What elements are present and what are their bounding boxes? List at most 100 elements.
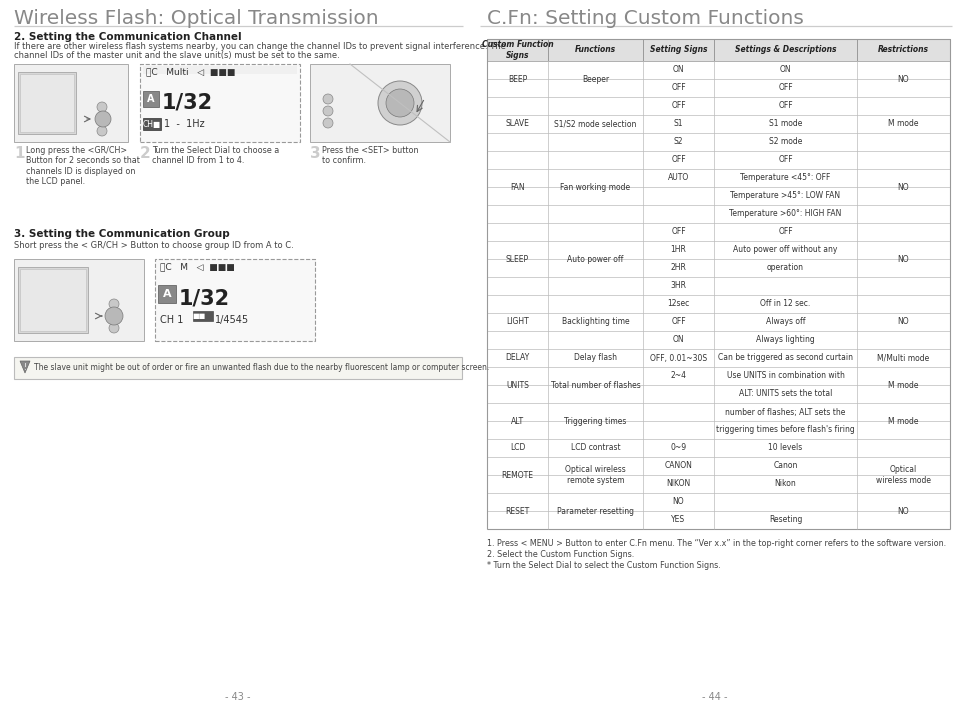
- Bar: [310, 64, 450, 142]
- Text: A: A: [147, 94, 154, 104]
- Text: Canon: Canon: [773, 461, 797, 471]
- Text: DELAY: DELAY: [505, 353, 529, 363]
- Text: 12sec: 12sec: [667, 299, 689, 308]
- Text: Parameter resetting: Parameter resetting: [557, 506, 634, 516]
- Text: Short press the < GR/CH > Button to choose group ID from A to C.: Short press the < GR/CH > Button to choo…: [14, 241, 294, 250]
- Text: S2 mode: S2 mode: [768, 138, 801, 146]
- Text: operation: operation: [766, 263, 803, 273]
- Text: Press the <SET> button
to confirm.: Press the <SET> button to confirm.: [322, 146, 418, 166]
- Text: S2: S2: [673, 138, 682, 146]
- Text: Can be triggered as second curtain: Can be triggered as second curtain: [718, 353, 852, 363]
- Text: - 44 -: - 44 -: [701, 692, 727, 702]
- Circle shape: [97, 126, 107, 136]
- Text: NO: NO: [897, 183, 908, 191]
- Text: FAN: FAN: [510, 183, 524, 191]
- Bar: [193, 311, 213, 321]
- Bar: [486, 39, 949, 61]
- Text: ⍼C   M   ◁  ■■■: ⍼C M ◁ ■■■: [160, 262, 234, 271]
- Text: number of flashes; ALT sets the: number of flashes; ALT sets the: [724, 408, 844, 416]
- Text: Fan working mode: Fan working mode: [559, 183, 630, 191]
- Text: REMOTE: REMOTE: [501, 471, 533, 480]
- Bar: [154, 259, 314, 341]
- Text: Setting Signs: Setting Signs: [649, 46, 706, 54]
- Circle shape: [386, 89, 414, 117]
- Circle shape: [109, 323, 119, 333]
- Text: Beeper: Beeper: [581, 74, 608, 84]
- Text: OFF: OFF: [778, 101, 792, 111]
- Circle shape: [95, 111, 111, 127]
- Text: OFF: OFF: [778, 156, 792, 164]
- Text: S1: S1: [673, 119, 682, 129]
- Text: OFF: OFF: [778, 84, 792, 93]
- Text: NO: NO: [897, 254, 908, 263]
- Text: S1/S2 mode selection: S1/S2 mode selection: [554, 119, 636, 129]
- Bar: [143, 66, 296, 74]
- Text: Auto power off: Auto power off: [567, 254, 623, 263]
- Text: Functions: Functions: [575, 46, 616, 54]
- Text: 1HR: 1HR: [670, 246, 686, 254]
- Text: Optical wireless
remote system: Optical wireless remote system: [564, 466, 625, 485]
- Text: AUTO: AUTO: [667, 174, 688, 183]
- Text: Off in 12 sec.: Off in 12 sec.: [760, 299, 810, 308]
- Text: ON: ON: [672, 336, 683, 344]
- Text: Custom Function
Signs: Custom Function Signs: [481, 40, 553, 60]
- Circle shape: [105, 307, 123, 325]
- Bar: [14, 357, 461, 379]
- Text: OFF, 0.01~30S: OFF, 0.01~30S: [649, 353, 706, 363]
- Text: BEEP: BEEP: [507, 74, 527, 84]
- Text: NIKON: NIKON: [666, 480, 690, 488]
- Text: 2: 2: [140, 146, 151, 161]
- Text: NO: NO: [897, 506, 908, 516]
- Text: 3HR: 3HR: [670, 281, 686, 291]
- Text: Temperature >45°: LOW FAN: Temperature >45°: LOW FAN: [730, 191, 840, 201]
- Text: Restrictions: Restrictions: [877, 46, 928, 54]
- Text: 1: 1: [14, 146, 25, 161]
- Text: ⍼C   Multi   ◁  ■■■: ⍼C Multi ◁ ■■■: [146, 67, 235, 76]
- Text: Total number of flashes: Total number of flashes: [550, 381, 639, 390]
- Text: OFF: OFF: [671, 228, 685, 236]
- Circle shape: [109, 299, 119, 309]
- Text: 1. Press < MENU > Button to enter C.Fn menu. The “Ver x.x” in the top-right corn: 1. Press < MENU > Button to enter C.Fn m…: [486, 539, 945, 548]
- Text: ALT: ALT: [511, 416, 523, 426]
- Text: Turn the Select Dial to choose a
channel ID from 1 to 4.: Turn the Select Dial to choose a channel…: [152, 146, 279, 166]
- Text: Settings & Descriptions: Settings & Descriptions: [734, 46, 836, 54]
- Text: OFF: OFF: [671, 84, 685, 93]
- Text: C.Fn: Setting Custom Functions: C.Fn: Setting Custom Functions: [486, 9, 803, 28]
- Text: Delay flash: Delay flash: [574, 353, 617, 363]
- Text: LCD contrast: LCD contrast: [570, 443, 619, 453]
- Bar: [20, 74, 74, 132]
- Text: * Turn the Select Dial to select the Custom Function Signs.: * Turn the Select Dial to select the Cus…: [486, 561, 720, 570]
- Bar: [20, 269, 86, 331]
- Circle shape: [323, 118, 333, 128]
- Text: SLAVE: SLAVE: [505, 119, 529, 129]
- Text: Temperature <45°: OFF: Temperature <45°: OFF: [740, 174, 830, 183]
- Bar: [158, 285, 175, 303]
- Text: Backlighting time: Backlighting time: [561, 318, 629, 326]
- Text: Nikon: Nikon: [774, 480, 796, 488]
- Text: RESET: RESET: [505, 506, 529, 516]
- Text: ON: ON: [672, 66, 683, 74]
- Text: M mode: M mode: [887, 381, 918, 390]
- Text: Optical
wireless mode: Optical wireless mode: [875, 466, 930, 485]
- Text: M/Multi mode: M/Multi mode: [877, 353, 928, 363]
- Text: ALT: UNITS sets the total: ALT: UNITS sets the total: [738, 390, 831, 398]
- Text: Auto power off without any: Auto power off without any: [733, 246, 837, 254]
- Text: Wireless Flash: Optical Transmission: Wireless Flash: Optical Transmission: [14, 9, 378, 28]
- Text: Temperature >60°: HIGH FAN: Temperature >60°: HIGH FAN: [728, 209, 841, 218]
- Text: Use UNITS in combination with: Use UNITS in combination with: [726, 371, 843, 381]
- Text: 2. Setting the Communication Channel: 2. Setting the Communication Channel: [14, 32, 241, 42]
- Text: M mode: M mode: [887, 119, 918, 129]
- Text: 3. Setting the Communication Group: 3. Setting the Communication Group: [14, 229, 230, 239]
- Circle shape: [323, 94, 333, 104]
- Text: 3: 3: [310, 146, 320, 161]
- Bar: [14, 64, 128, 142]
- Bar: [143, 91, 159, 107]
- Bar: [140, 64, 299, 142]
- Text: CH 1: CH 1: [160, 315, 183, 325]
- Text: Long press the <GR/CH>
Button for 2 seconds so that
channels ID is displayed on
: Long press the <GR/CH> Button for 2 seco…: [26, 146, 140, 186]
- Text: OFF: OFF: [778, 228, 792, 236]
- Text: !: !: [24, 363, 27, 371]
- Text: Triggering times: Triggering times: [564, 416, 626, 426]
- Text: A: A: [163, 289, 172, 299]
- Text: 1  -  1Hz: 1 - 1Hz: [164, 119, 204, 129]
